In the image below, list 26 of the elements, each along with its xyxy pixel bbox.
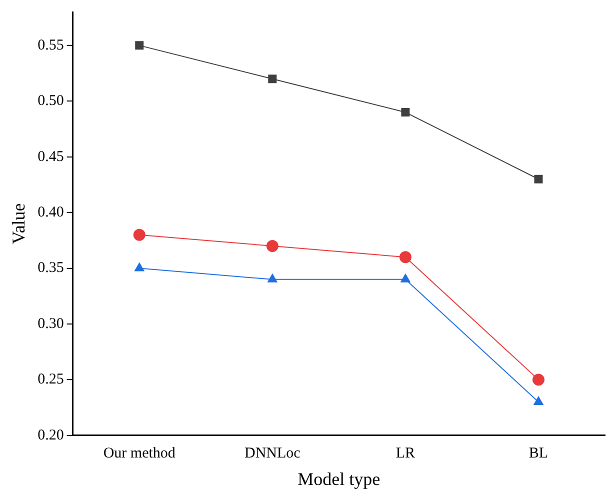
point	[268, 74, 277, 84]
point	[135, 41, 144, 50]
point	[133, 228, 146, 241]
x-tick-label: LR	[396, 445, 416, 462]
point	[400, 273, 411, 282]
y-tick-label: 0.35	[38, 260, 64, 276]
x-tick-label: Our method	[103, 445, 176, 462]
point	[532, 374, 544, 386]
y-tick-label: 0.45	[38, 148, 64, 165]
y-axis-title: Value	[8, 203, 29, 244]
y-tick-label: 0.25	[38, 372, 64, 388]
y-tick-label: 0.55	[38, 37, 64, 54]
x-tick-label: DNNLoc	[244, 445, 301, 462]
y-tick-label: 0.50	[38, 93, 64, 110]
point	[399, 251, 412, 264]
y-tick-label: 0.40	[38, 204, 64, 220]
point	[266, 240, 278, 252]
y-tick-label: 0.30	[38, 316, 64, 332]
x-axis-title: Model type	[298, 468, 380, 489]
point	[533, 396, 544, 405]
point	[401, 108, 410, 117]
point	[267, 273, 278, 282]
x-tick-label: BL	[528, 445, 548, 462]
y-tick-label: 0.20	[38, 427, 64, 444]
point	[534, 174, 543, 184]
point	[134, 262, 145, 272]
